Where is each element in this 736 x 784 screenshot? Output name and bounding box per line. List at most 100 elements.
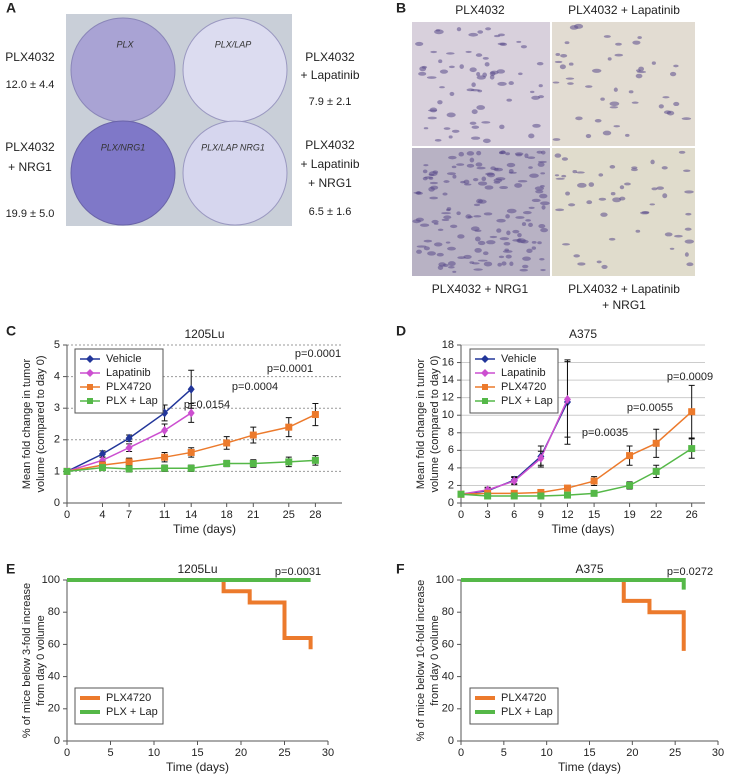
cell <box>539 193 548 199</box>
cell <box>412 219 421 224</box>
cell <box>518 72 523 76</box>
cell <box>477 30 484 34</box>
x-axis-label: Time (days) <box>558 760 621 774</box>
y-tick-label: 80 <box>48 606 60 618</box>
y-tick-label: 0 <box>448 735 454 747</box>
cell <box>594 118 602 123</box>
legend-marker <box>481 369 489 377</box>
x-tick-label: 21 <box>247 509 259 521</box>
cell <box>429 196 439 200</box>
cell <box>446 172 456 176</box>
cell <box>499 150 506 154</box>
cell <box>540 150 546 155</box>
cell <box>601 264 608 269</box>
y-tick-label: 5 <box>54 339 60 351</box>
x-tick-label: 25 <box>283 509 295 521</box>
cell <box>473 215 482 218</box>
y-tick-label: 8 <box>448 427 454 439</box>
cell <box>445 241 451 244</box>
cell <box>684 227 692 231</box>
marker <box>652 439 660 447</box>
legend-label: Lapatinib <box>106 367 151 379</box>
legend-marker <box>482 398 488 404</box>
x-axis-label: Time (days) <box>552 522 615 536</box>
cell <box>565 191 571 196</box>
cell <box>614 53 624 57</box>
cell <box>474 247 482 253</box>
legend-marker <box>482 384 488 390</box>
y-tick-label: 6 <box>448 444 454 456</box>
cell <box>609 106 619 109</box>
marker <box>161 453 169 461</box>
marker <box>590 489 598 497</box>
cell <box>429 107 438 113</box>
p-value: p=0.0001 <box>267 363 313 375</box>
y-tick-label: 12 <box>442 392 454 404</box>
cell <box>483 212 493 216</box>
marker <box>563 484 571 492</box>
cell <box>540 228 548 233</box>
cell <box>559 64 566 70</box>
cell <box>520 45 527 49</box>
image-label: + NRG1 <box>602 298 646 312</box>
x-axis-label: Time (days) <box>173 522 236 536</box>
cell <box>419 66 427 72</box>
cell <box>561 174 567 178</box>
cell <box>501 261 507 266</box>
cell <box>470 136 481 140</box>
cell <box>439 86 445 89</box>
marker <box>223 439 231 447</box>
chart-title: 1205Lu <box>177 562 217 576</box>
micrograph <box>552 148 695 276</box>
marker <box>125 443 133 453</box>
cell <box>446 112 456 118</box>
cell <box>638 66 645 72</box>
cell <box>449 91 455 96</box>
legend-marker <box>86 355 94 363</box>
plate-label: PLX4032 <box>5 140 55 154</box>
cell <box>471 262 480 265</box>
x-tick-label: 5 <box>107 747 113 759</box>
x-tick-label: 18 <box>221 509 233 521</box>
chart-title: A375 <box>575 562 603 576</box>
cell <box>477 181 488 186</box>
cell <box>537 162 545 167</box>
cell <box>527 156 536 159</box>
cell <box>678 150 686 154</box>
cell <box>528 133 535 139</box>
y-axis-label: from day 0 volume <box>429 615 441 705</box>
legend-label: PLX4720 <box>501 381 546 393</box>
cell <box>656 186 664 190</box>
cell <box>505 254 512 259</box>
marker <box>249 460 257 467</box>
y-axis-label: from day 0 volume <box>35 615 47 705</box>
cell <box>456 163 465 166</box>
cell <box>506 98 513 102</box>
cell <box>442 192 448 196</box>
chart-title: A375 <box>569 327 597 341</box>
cell <box>416 191 421 195</box>
legend-marker <box>87 384 93 390</box>
plate-handwriting: PLX/NRG1 <box>101 142 146 152</box>
cell <box>569 25 579 30</box>
cell <box>609 101 620 107</box>
survival-step <box>221 580 313 650</box>
x-tick-label: 10 <box>148 747 160 759</box>
cell <box>585 133 592 139</box>
marker <box>187 408 195 418</box>
y-axis-label: Mean fold change in tumor <box>415 359 427 490</box>
cell <box>536 150 543 154</box>
cell <box>439 69 449 74</box>
x-tick-label: 6 <box>511 509 517 521</box>
x-tick-label: 10 <box>541 747 553 759</box>
x-tick-label: 0 <box>64 509 70 521</box>
cell <box>673 101 680 107</box>
cell <box>437 228 444 232</box>
chart-title: 1205Lu <box>184 327 224 341</box>
marker <box>125 458 133 466</box>
legend-label: Vehicle <box>106 353 141 365</box>
cell <box>482 138 491 144</box>
cell <box>651 187 658 191</box>
x-tick-label: 9 <box>538 509 544 521</box>
cell <box>431 219 439 224</box>
